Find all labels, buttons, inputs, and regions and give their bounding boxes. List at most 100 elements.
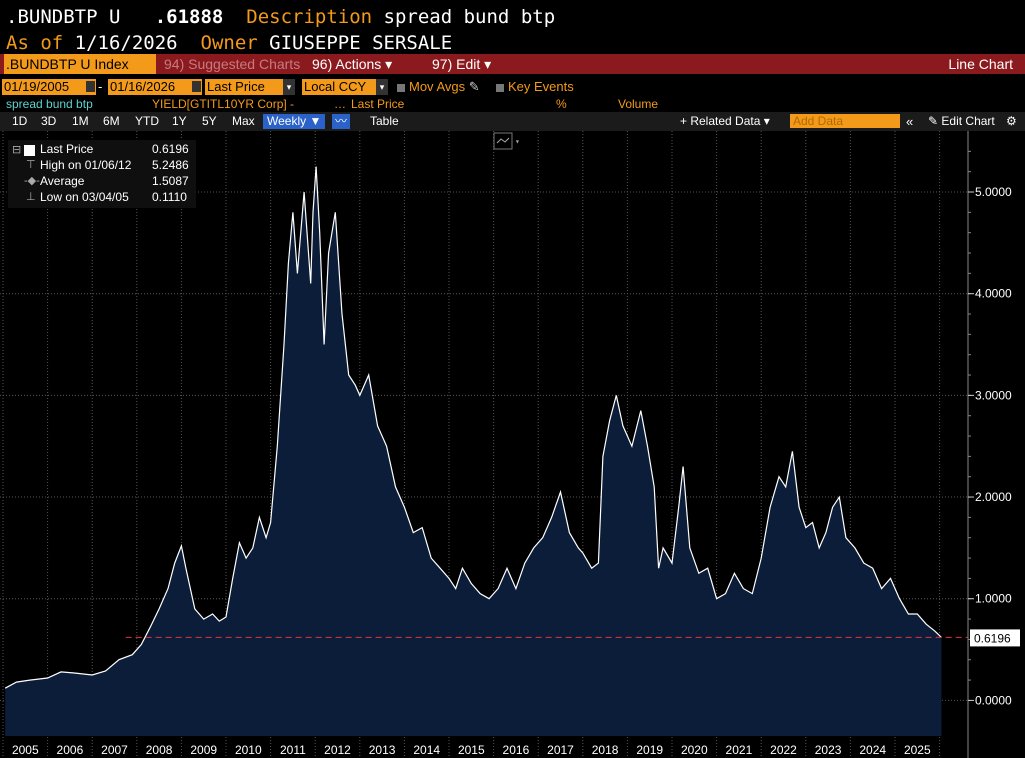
- date-separator: -: [98, 79, 103, 94]
- x-tick-label: 2025: [904, 743, 931, 757]
- chart-toolbar: 1D 3D 1M 6M YTD 1Y 5Y Max Weekly ▼ 〰 Tab…: [0, 112, 1025, 131]
- period-1m[interactable]: 1M: [72, 114, 89, 128]
- asof-value: 1/16/2026: [74, 32, 178, 54]
- y-tick-label: 0.0000: [975, 693, 1012, 707]
- x-tick-label: 2012: [324, 743, 351, 757]
- period-1d[interactable]: 1D: [12, 114, 28, 128]
- y-tick-label: 5.0000: [975, 185, 1012, 199]
- gear-icon[interactable]: ⚙: [1006, 114, 1017, 128]
- description-value: spread bund btp: [383, 6, 556, 28]
- table-button[interactable]: Table: [370, 114, 399, 128]
- y-tick-label: 3.0000: [975, 388, 1012, 402]
- checkbox-icon[interactable]: [496, 83, 504, 92]
- series-formula: YIELD[GTITL10YR Corp] -: [152, 97, 295, 111]
- series-line: [4, 166, 942, 689]
- owner-label: Owner: [200, 32, 258, 54]
- x-axis: 2005 2006 2007 2008 2009 2010 2011 2012 2013 2014…: [12, 743, 931, 757]
- period-5y[interactable]: 5Y: [202, 114, 217, 128]
- x-tick-label: 2010: [235, 743, 262, 757]
- line-chart[interactable]: 0.0000 1.0000 2.0000 3.0000 4.0000 5.0000 200…: [0, 131, 1025, 758]
- y-tick-label: 1.0000: [975, 592, 1012, 606]
- x-tick-label: 2015: [458, 743, 485, 757]
- x-tick-label: 2005: [12, 743, 39, 757]
- controls-row: 01/19/2005 - 01/16/2026 Last Price ▾ Loca…: [0, 79, 1025, 97]
- x-tick-label: 2022: [770, 743, 797, 757]
- line-chart-icon[interactable]: 〰: [332, 114, 350, 129]
- pencil-icon[interactable]: ✎: [468, 79, 480, 94]
- x-tick-label: 2007: [101, 743, 128, 757]
- x-tick-label: 2006: [57, 743, 84, 757]
- low-marker-icon: ⊥: [26, 191, 36, 203]
- pencil-icon: ✎: [928, 114, 939, 128]
- chevron-down-icon: ▾: [763, 114, 770, 128]
- x-tick-label: 2014: [413, 743, 440, 757]
- frequency-select[interactable]: Weekly ▼: [263, 114, 326, 129]
- edit-chart-button[interactable]: ✎ Edit Chart: [928, 114, 995, 128]
- series-area: [5, 166, 942, 737]
- key-events-toggle[interactable]: Key Events: [496, 79, 574, 94]
- x-tick-label: 2008: [146, 743, 173, 757]
- field-select[interactable]: Last Price ▾: [205, 79, 295, 95]
- chevron-down-icon[interactable]: ▾: [376, 79, 388, 95]
- high-marker-icon: ⊤: [26, 159, 36, 171]
- chart-type-icon: ▾: [493, 132, 520, 150]
- y-axis: 0.0000 1.0000 2.0000 3.0000 4.0000 5.0000: [967, 131, 1012, 758]
- related-data-menu[interactable]: + Related Data ▾: [680, 114, 770, 128]
- svg-text:▾: ▾: [515, 137, 520, 146]
- legend-low: ⊥ Low on 03/04/05 0.1110: [26, 190, 187, 204]
- asof-label: As of: [6, 32, 64, 54]
- last-price-tag-box: [970, 629, 1020, 647]
- suggested-charts-menu[interactable]: 94) Suggested Charts: [164, 56, 301, 72]
- menu-bar: .BUNDBTP U Index 94) Suggested Charts 96…: [0, 54, 1025, 74]
- mov-avgs-toggle[interactable]: Mov Avgs ✎: [397, 79, 480, 95]
- currency-select[interactable]: Local CCY ▾: [302, 79, 388, 95]
- series-volume: Volume: [618, 97, 659, 111]
- last-price-tag: 0.6196: [970, 629, 1020, 647]
- chart-legend: ⊟ Last Price 0.6196 ⊤ High on 01/06/12 5…: [8, 140, 196, 208]
- average-marker-icon: -◆-: [24, 175, 40, 187]
- last-price: .61888: [154, 6, 224, 28]
- chart-type-label[interactable]: Line Chart: [948, 56, 1013, 72]
- series-unit: %: [556, 97, 567, 111]
- y-tick-label: 4.0000: [975, 287, 1012, 301]
- description-label: Description: [246, 6, 373, 28]
- period-6m[interactable]: 6M: [103, 114, 120, 128]
- chevron-down-icon: ▾: [385, 56, 393, 72]
- calendar-icon[interactable]: [192, 81, 201, 92]
- collapse-icon[interactable]: «: [906, 114, 914, 129]
- x-tick-label: 2019: [636, 743, 663, 757]
- period-ytd[interactable]: YTD: [135, 114, 159, 128]
- header-line-2: As of 1/16/2026 Owner GIUSEPPE SERSALE: [6, 32, 452, 54]
- chevron-down-icon: ▼: [309, 114, 322, 128]
- series-field: Last Price: [351, 97, 405, 111]
- legend-high: ⊤ High on 01/06/12 5.2486: [26, 158, 189, 172]
- period-1y[interactable]: 1Y: [172, 114, 187, 128]
- legend-last-price[interactable]: ⊟ Last Price 0.6196: [12, 142, 189, 156]
- owner-value: GIUSEPPE SERSALE: [269, 32, 453, 54]
- period-max[interactable]: Max: [232, 114, 255, 128]
- security-tab[interactable]: .BUNDBTP U Index: [4, 54, 156, 74]
- header-line-1: .BUNDBTP U .61888 Description spread bun…: [6, 6, 555, 28]
- series-ellipsis: …: [334, 97, 346, 111]
- start-date-field[interactable]: 01/19/2005: [2, 79, 96, 95]
- legend-average: -◆- Average 1.5087: [24, 174, 189, 188]
- x-tick-label: 2023: [815, 743, 842, 757]
- end-date-field[interactable]: 01/16/2026: [108, 79, 202, 95]
- period-3d[interactable]: 3D: [41, 114, 57, 128]
- y-tick-label: 2.0000: [975, 490, 1012, 504]
- x-tick-label: 2021: [726, 743, 753, 757]
- add-data-input[interactable]: Add Data: [790, 114, 900, 128]
- x-tick-label: 2011: [280, 743, 306, 757]
- x-tick-label: 2018: [592, 743, 619, 757]
- calendar-icon[interactable]: [86, 81, 95, 92]
- series-info-row: spread bund btp YIELD[GTITL10YR Corp] - …: [0, 97, 1025, 112]
- chevron-down-icon: ▾: [484, 56, 492, 72]
- checkbox-icon[interactable]: [397, 83, 405, 92]
- series-name: spread bund btp: [6, 97, 93, 111]
- series-swatch: [24, 145, 35, 156]
- actions-menu[interactable]: 96) Actions ▾: [312, 56, 393, 72]
- x-tick-label: 2020: [681, 743, 708, 757]
- edit-menu[interactable]: 97) Edit ▾: [432, 56, 492, 72]
- chevron-down-icon[interactable]: ▾: [283, 79, 295, 95]
- collapse-icon[interactable]: ⊟: [12, 144, 22, 156]
